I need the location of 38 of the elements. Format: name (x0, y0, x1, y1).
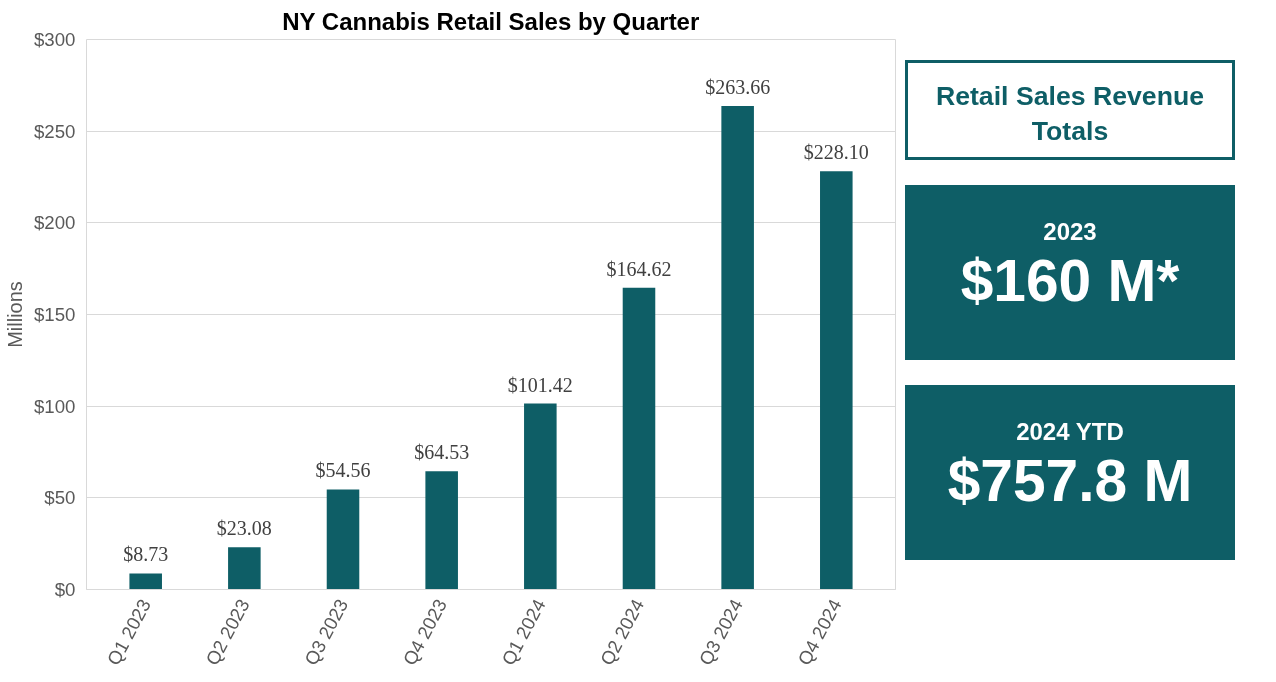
data-label: $164.62 (606, 257, 672, 280)
y-tick-label: $150 (34, 304, 76, 325)
bar (425, 471, 458, 590)
y-tick-label: $0 (54, 579, 76, 600)
x-tick-label: Q1 2024 (497, 595, 550, 669)
bar (721, 106, 754, 590)
chart-title: NY Cannabis Retail Sales by Quarter (282, 7, 700, 35)
bar (524, 403, 557, 590)
y-tick-label: $100 (34, 395, 76, 417)
bar (622, 287, 656, 590)
y-tick-label: $300 (34, 29, 76, 50)
bar (129, 573, 162, 590)
x-tick-label: Q4 2023 (398, 595, 451, 669)
y-axis-title: Millions (4, 281, 26, 348)
data-label: $23.08 (216, 517, 272, 540)
bar (228, 547, 261, 590)
y-tick-label: $50 (44, 487, 76, 509)
x-tick-label: Q3 2023 (300, 595, 353, 669)
text: $160 M* (960, 248, 1180, 314)
x-tick-label: Q3 2024 (694, 595, 747, 669)
x-tick-label: Q4 2024 (793, 595, 846, 669)
data-label: $101.42 (507, 373, 573, 396)
x-tick-label: Q1 2023 (102, 595, 155, 669)
data-label: $54.56 (315, 459, 371, 482)
data-label: $263.66 (705, 76, 771, 99)
data-label: $228.10 (803, 141, 869, 164)
text: Retail Sales Revenue Totals (934, 80, 1206, 148)
bar (820, 171, 853, 590)
text: $757.8 M (947, 448, 1193, 514)
x-tick-label: Q2 2023 (201, 595, 254, 669)
data-label: $64.53 (414, 441, 470, 464)
text: 2024 YTD (1015, 417, 1125, 447)
x-tick-label: Q2 2024 (596, 595, 649, 669)
y-tick-label: $250 (34, 120, 76, 142)
bar (326, 489, 360, 590)
data-label: $8.73 (123, 543, 169, 566)
text: 2023 (1042, 217, 1098, 247)
y-tick-label: $200 (34, 212, 76, 234)
